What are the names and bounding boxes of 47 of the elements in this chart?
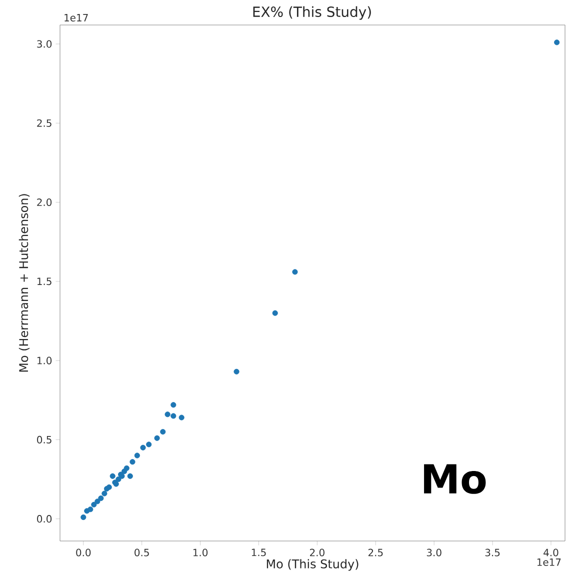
point	[80, 514, 86, 520]
point	[160, 428, 166, 435]
annotation: Mo	[424, 464, 486, 494]
point	[127, 473, 133, 479]
chart-title: EX% (This Study)	[253, 6, 371, 20]
point	[140, 444, 146, 450]
text: 1e17	[64, 14, 88, 22]
point	[91, 502, 97, 508]
y-tick-label: 0.0	[37, 515, 52, 523]
point	[178, 414, 184, 420]
x-tick-label: 3.5	[485, 548, 500, 556]
point	[122, 468, 128, 474]
point	[106, 484, 112, 490]
x-axis-title: Mo (This Study)	[266, 559, 358, 571]
point	[170, 402, 176, 408]
point	[98, 495, 104, 502]
x-tick-label: 2.0	[310, 548, 324, 556]
y-tick-label: 1.0	[37, 356, 52, 364]
point	[164, 412, 170, 418]
y-tick-label: 0.5	[37, 436, 52, 444]
point	[146, 442, 152, 448]
x-tick-label: 1.0	[193, 548, 208, 556]
y-tick-label: 2.0	[37, 198, 52, 206]
point	[110, 473, 116, 479]
x-tick-label: 0.5	[134, 548, 149, 556]
point	[154, 435, 160, 441]
point	[234, 368, 240, 374]
point	[272, 310, 278, 316]
x-tick-label: 2.5	[368, 548, 383, 556]
point	[94, 498, 100, 504]
x-tick-label: 0.0	[76, 548, 91, 556]
y-tick-label: 1.5	[37, 278, 52, 286]
point	[170, 413, 176, 419]
y-tick-label: 2.5	[37, 119, 52, 127]
point	[88, 506, 94, 512]
x-tick-label: 4.0	[544, 548, 558, 556]
text: 1e17	[537, 558, 561, 566]
point	[116, 476, 122, 482]
x-tick-label: 1.5	[252, 548, 266, 556]
x-tick-label: 3.0	[426, 548, 442, 556]
point	[554, 40, 560, 46]
y-tick-label: 3.0	[37, 40, 52, 48]
point	[130, 459, 136, 465]
point	[292, 269, 298, 275]
point	[102, 490, 108, 496]
y-axis-title: Mo (Herrmann + Hutchenson)	[18, 194, 30, 372]
point	[134, 452, 140, 458]
